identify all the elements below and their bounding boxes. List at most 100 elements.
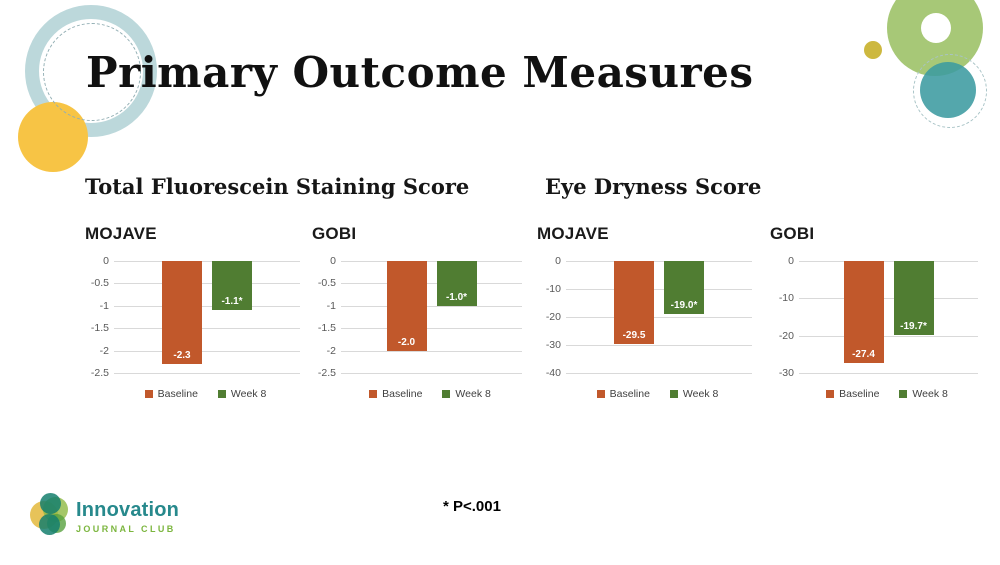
y-tick-label: -2 (326, 344, 336, 357)
logo-teal-circle-top (40, 493, 61, 514)
decor-teal-circle-top-right (920, 62, 976, 118)
legend-swatch-icon (217, 390, 226, 398)
legend: Baseline Week 8 (338, 388, 522, 400)
legend-item-baseline: Baseline (144, 388, 198, 400)
y-tick-label: -40 (545, 366, 561, 379)
y-tick-label: -1 (326, 299, 336, 312)
gridline (341, 350, 522, 352)
decor-dashed-circle-top-left (43, 23, 141, 121)
chart-body: 0 -10 -20 -30 -40 -29.5 -19.0* (537, 256, 752, 378)
plot-area: -27.4 -19.7* (799, 261, 978, 374)
logo-subtitle: JOURNAL CLUB (76, 524, 176, 534)
gridline (566, 345, 752, 346)
plot-area: -2.3 -1.1* (114, 261, 300, 374)
chart-gobi-dryness: GOBI 0 -10 -20 -30 -27.4 -19.7* Baseline Week 8 (770, 224, 978, 400)
legend-label: Week 8 (682, 388, 719, 400)
y-tick-label: -10 (545, 282, 561, 295)
y-tick-label: -30 (778, 366, 794, 379)
bar-value-label: -19.7* (900, 321, 927, 332)
logo-title: Innovation (76, 499, 180, 521)
legend-label: Baseline (839, 388, 880, 400)
bar-baseline: -2.3 (162, 261, 202, 364)
y-tick-label: -0.5 (317, 277, 336, 290)
chart-title: GOBI (770, 224, 815, 243)
y-tick-label: -1 (99, 299, 109, 312)
legend-label: Baseline (609, 388, 650, 400)
chart-title: MOJAVE (85, 224, 157, 243)
legend-swatch-icon (669, 390, 678, 398)
logo-text: Innovation JOURNAL CLUB (76, 492, 179, 534)
legend-swatch-icon (369, 390, 378, 398)
bar-week8: -19.0* (664, 261, 704, 314)
gridline (341, 328, 522, 330)
bar-baseline: -29.5 (614, 261, 654, 344)
chart-title: GOBI (312, 224, 357, 243)
bar-value-label: -1.1* (221, 296, 243, 307)
legend-swatch-icon (899, 390, 908, 398)
legend-item-baseline: Baseline (369, 388, 422, 400)
chart-body: 0 -0.5 -1 -1.5 -2 -2.5 -2.3 -1.1* (85, 256, 300, 378)
y-tick-label: -2 (99, 344, 109, 357)
legend-label: Baseline (157, 388, 198, 400)
gridline (566, 289, 752, 290)
gridline (114, 305, 300, 307)
y-axis: 0 -10 -20 -30 -40 (537, 256, 561, 378)
chart-mojave-dryness: MOJAVE 0 -10 -20 -30 -40 -29.5 -19.0* Baseline We… (537, 224, 752, 400)
legend-item-week8: Week 8 (899, 388, 948, 400)
gridline (566, 373, 752, 374)
section-title-fluorescein: Total Fluorescein Staining Score (85, 174, 470, 199)
bar-week8: -1.1* (212, 261, 252, 310)
bar-value-label: -19.0* (670, 300, 698, 311)
pvalue-footnote: * P<.001 (443, 498, 501, 515)
y-tick-label: -20 (545, 310, 561, 323)
decor-dashed-circle-top-right (913, 54, 987, 128)
decor-yellow-circle-top-right (864, 41, 882, 59)
plot-area: -2.0 -1.0* (341, 261, 522, 374)
bar-value-label: -2.3 (173, 350, 191, 361)
legend: Baseline Week 8 (563, 388, 752, 400)
y-tick-label: -0.5 (90, 277, 109, 290)
gridline (114, 283, 300, 285)
y-axis: 0 -10 -20 -30 (770, 256, 794, 378)
slide-title: Primary Outcome Measures (86, 48, 754, 97)
bar-week8: -1.0* (436, 261, 477, 306)
logo-teal-circle-bottom (39, 514, 60, 535)
legend-swatch-icon (144, 390, 153, 398)
gridline (566, 317, 752, 318)
bar-value-label: -27.4 (852, 349, 875, 360)
chart-title: MOJAVE (537, 224, 609, 243)
y-tick-label: 0 (555, 254, 561, 267)
y-tick-label: -30 (545, 338, 561, 351)
y-tick-label: -2.5 (317, 366, 336, 379)
chart-body: 0 -10 -20 -30 -27.4 -19.7* (770, 256, 978, 378)
y-tick-label: 0 (103, 254, 109, 267)
innovation-journal-club-logo: Innovation JOURNAL CLUB (28, 492, 179, 538)
legend: Baseline Week 8 (111, 388, 300, 400)
gridline (341, 373, 522, 374)
y-tick-label: -10 (778, 292, 794, 305)
gridline (799, 298, 978, 300)
gridline (799, 261, 978, 262)
bar-week8: -19.7* (893, 261, 934, 335)
y-tick-label: 0 (330, 254, 336, 267)
bar-baseline: -2.0 (386, 261, 427, 351)
gridline (114, 328, 300, 330)
y-tick-label: -20 (778, 329, 794, 342)
gridline (114, 350, 300, 352)
bar-baseline: -27.4 (843, 261, 884, 363)
legend-item-baseline: Baseline (826, 388, 879, 400)
bar-value-label: -29.5 (622, 330, 646, 341)
legend-item-baseline: Baseline (596, 388, 650, 400)
chart-body: 0 -0.5 -1 -1.5 -2 -2.5 -2.0 -1.0* (312, 256, 522, 378)
chart-gobi-staining: GOBI 0 -0.5 -1 -1.5 -2 -2.5 -2.0 -1.0* Baseline We… (312, 224, 522, 400)
bar-value-label: -1.0* (445, 292, 468, 303)
legend-swatch-icon (826, 390, 835, 398)
gridline (114, 373, 300, 374)
plot-area: -29.5 -19.0* (566, 261, 752, 374)
legend-label: Week 8 (230, 388, 267, 400)
legend-swatch-icon (596, 390, 605, 398)
legend: Baseline Week 8 (796, 388, 978, 400)
y-axis: 0 -0.5 -1 -1.5 -2 -2.5 (312, 256, 336, 378)
bar-value-label: -2.0 (397, 337, 416, 348)
gridline (341, 305, 522, 307)
